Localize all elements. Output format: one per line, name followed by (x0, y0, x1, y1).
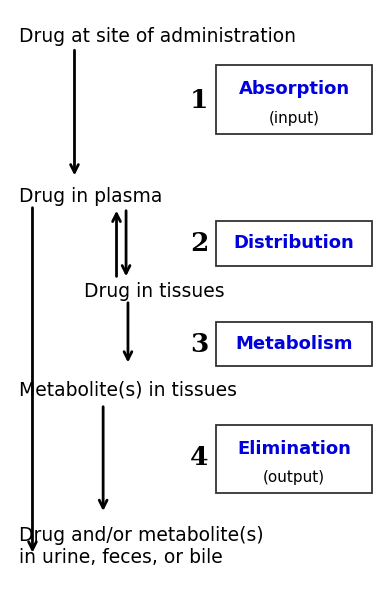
Text: Metabolite(s) in tissues: Metabolite(s) in tissues (19, 380, 237, 399)
Text: Drug at site of administration: Drug at site of administration (19, 27, 296, 46)
FancyBboxPatch shape (216, 425, 372, 493)
Text: 2: 2 (190, 231, 208, 256)
FancyBboxPatch shape (216, 221, 372, 266)
Text: Distribution: Distribution (234, 234, 354, 252)
FancyBboxPatch shape (216, 65, 372, 134)
Text: 4: 4 (190, 445, 208, 470)
FancyBboxPatch shape (216, 322, 372, 366)
Text: (input): (input) (269, 111, 320, 126)
Text: Drug and/or metabolite(s)
in urine, feces, or bile: Drug and/or metabolite(s) in urine, fece… (19, 526, 264, 567)
Text: Metabolism: Metabolism (235, 335, 353, 353)
Text: Drug in plasma: Drug in plasma (19, 187, 162, 206)
Text: (output): (output) (263, 470, 325, 485)
Text: 3: 3 (190, 332, 208, 357)
Text: Drug in tissues: Drug in tissues (84, 282, 225, 301)
Text: 1: 1 (190, 89, 208, 113)
Text: Absorption: Absorption (239, 80, 350, 98)
Text: Elimination: Elimination (237, 440, 351, 457)
